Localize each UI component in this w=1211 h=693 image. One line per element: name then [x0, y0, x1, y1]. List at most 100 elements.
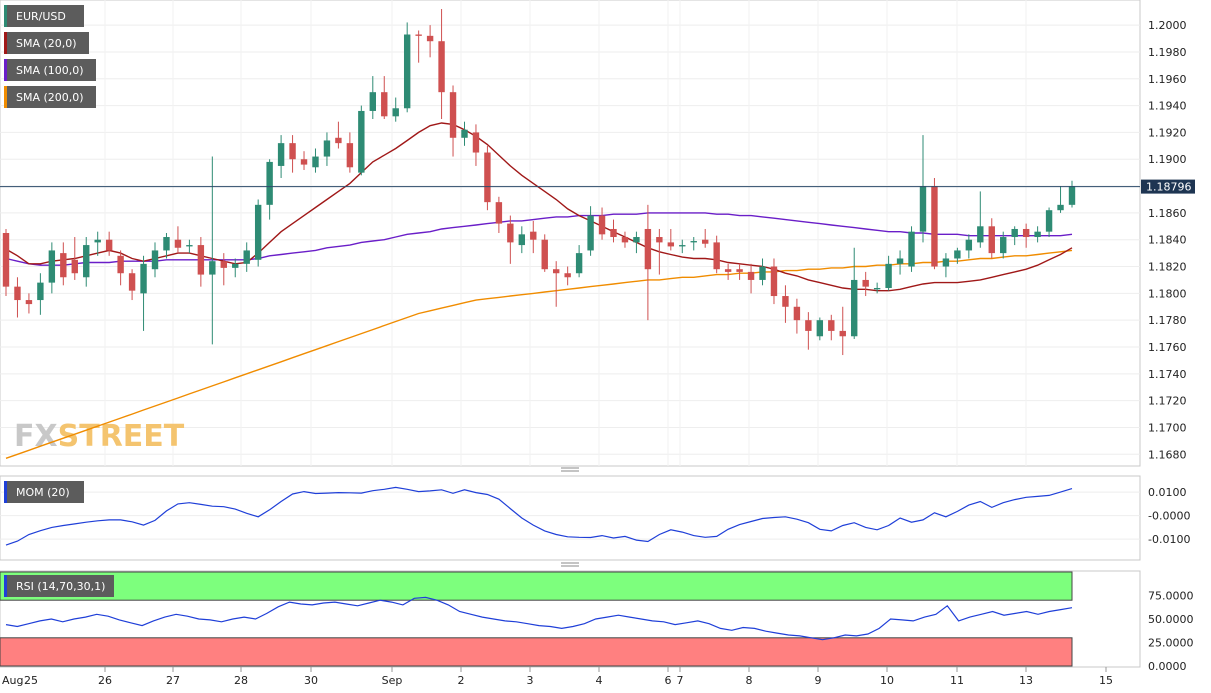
candle [598, 207, 606, 240]
x-tick-label: 10 [880, 674, 894, 687]
candle [94, 231, 101, 256]
svg-text:MOM (20): MOM (20) [16, 486, 70, 499]
sma-200-path [5, 249, 1073, 459]
candle [747, 263, 755, 294]
candle [37, 273, 44, 315]
candle [610, 219, 617, 243]
candle [816, 317, 824, 341]
candle [14, 277, 21, 318]
candle [702, 228, 709, 248]
time-axis: Aug 25 26 27 28 30 Sep 2 3 4 6 7 8 9 10 11 13 15 [2, 667, 1113, 687]
rsi-line [5, 596, 1073, 641]
rsi-path [5, 596, 1073, 641]
rsi-axis: 75.0000 50.0000 25.0000 0.0000 [1148, 590, 1194, 674]
candle [793, 298, 801, 334]
candle [862, 271, 869, 297]
candle [174, 226, 182, 254]
panel-splitter[interactable] [561, 562, 579, 567]
price-panel [0, 0, 1141, 467]
candle [828, 314, 835, 341]
momentum-line [5, 486, 1073, 546]
candle [839, 306, 846, 356]
y-tick-label: 1.1820 [1148, 261, 1187, 274]
candle [587, 206, 594, 256]
sma-20-path [5, 122, 1073, 292]
candle [25, 293, 33, 314]
candle [667, 228, 675, 251]
x-tick-label: 30 [304, 674, 318, 687]
candle [140, 255, 147, 331]
y-tick-label: 1.1960 [1148, 73, 1187, 86]
candle [323, 132, 331, 166]
candle [2, 228, 10, 297]
x-tick-label: 2 [458, 674, 465, 687]
candle [1011, 226, 1018, 246]
x-tick-label: 27 [166, 674, 180, 687]
legend-momentum[interactable]: MOM (20) [4, 481, 84, 503]
y-tick-label: -0.0100 [1148, 533, 1190, 546]
candle [805, 312, 812, 350]
candle [117, 250, 124, 286]
legend-sma-100[interactable]: SMA (100,0) [4, 59, 96, 81]
candle [83, 237, 90, 287]
y-tick-label: 1.1980 [1148, 46, 1187, 59]
candle [644, 204, 652, 321]
candle [48, 242, 56, 294]
candle [1045, 207, 1053, 238]
candle [358, 105, 365, 176]
candle [1057, 186, 1064, 213]
candle [942, 253, 950, 278]
candle [438, 9, 445, 119]
candle [988, 218, 995, 259]
price-axis: 1.2000 1.1980 1.1960 1.1940 1.1920 1.1900 1.18… [1148, 19, 1187, 461]
sma-200-line [5, 249, 1073, 459]
candle [724, 263, 732, 280]
candlesticks [2, 9, 1076, 356]
candle [346, 132, 354, 173]
candle [403, 22, 411, 113]
x-tick-label: 15 [1099, 674, 1113, 687]
candle [381, 76, 388, 119]
legend-sma-200[interactable]: SMA (200,0) [4, 86, 96, 108]
y-tick-label: 1.1700 [1148, 421, 1187, 434]
candle [908, 226, 915, 272]
legend-sma-20[interactable]: SMA (20,0) [4, 32, 89, 54]
legend-rsi[interactable]: RSI (14,70,30,1) [4, 575, 114, 597]
candle [461, 121, 468, 146]
candle [530, 220, 537, 254]
sma-20-line [5, 122, 1073, 292]
candle [713, 235, 720, 274]
svg-text:EUR/USD: EUR/USD [16, 10, 66, 23]
candle [232, 258, 239, 278]
candle [507, 215, 514, 264]
y-tick-label: 1.1800 [1148, 287, 1187, 300]
candle [300, 151, 308, 170]
candle [449, 85, 457, 157]
candle [105, 231, 113, 256]
candle [220, 253, 227, 286]
candle [552, 261, 560, 307]
candle [1068, 180, 1076, 208]
y-tick-label: 1.1840 [1148, 234, 1187, 247]
candle [575, 245, 583, 278]
sma-100-path [5, 212, 1073, 266]
candle [71, 237, 78, 280]
x-tick-label: 4 [596, 674, 603, 687]
candle [495, 196, 503, 233]
candle [1022, 223, 1030, 248]
candle [197, 237, 205, 287]
x-tick-label: Aug [2, 674, 23, 687]
candle [759, 258, 766, 286]
rsi-overbought-zone [0, 571, 1073, 601]
svg-text:1.18796: 1.18796 [1146, 181, 1192, 194]
y-tick-label: 25.0000 [1148, 637, 1194, 650]
x-tick-label: 13 [1019, 674, 1033, 687]
legend-symbol[interactable]: EUR/USD [4, 5, 84, 27]
watermark: FXSTREET [14, 419, 185, 454]
candle [656, 228, 663, 275]
panel-splitter[interactable] [561, 467, 579, 472]
candle [392, 97, 399, 122]
y-tick-label: 1.1940 [1148, 100, 1187, 113]
momentum-gridlines [0, 491, 1140, 540]
